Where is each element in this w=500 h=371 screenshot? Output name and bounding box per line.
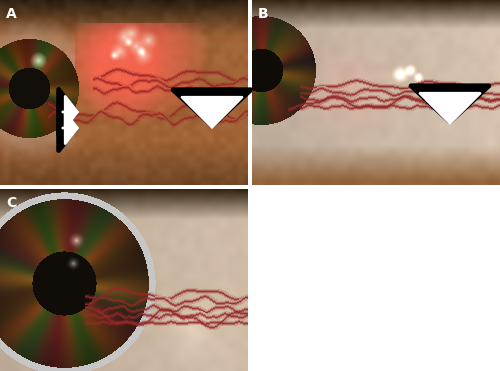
Text: A: A (6, 7, 17, 22)
Text: C: C (6, 196, 16, 210)
Text: B: B (258, 7, 269, 22)
